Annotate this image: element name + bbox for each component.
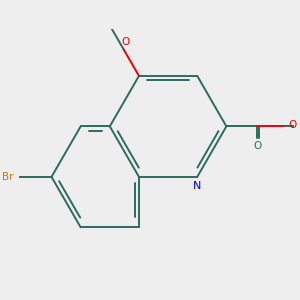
Text: O: O bbox=[121, 37, 129, 47]
Text: Br: Br bbox=[2, 172, 14, 182]
Text: O: O bbox=[288, 120, 296, 130]
Text: N: N bbox=[193, 181, 201, 190]
Text: O: O bbox=[253, 141, 261, 151]
